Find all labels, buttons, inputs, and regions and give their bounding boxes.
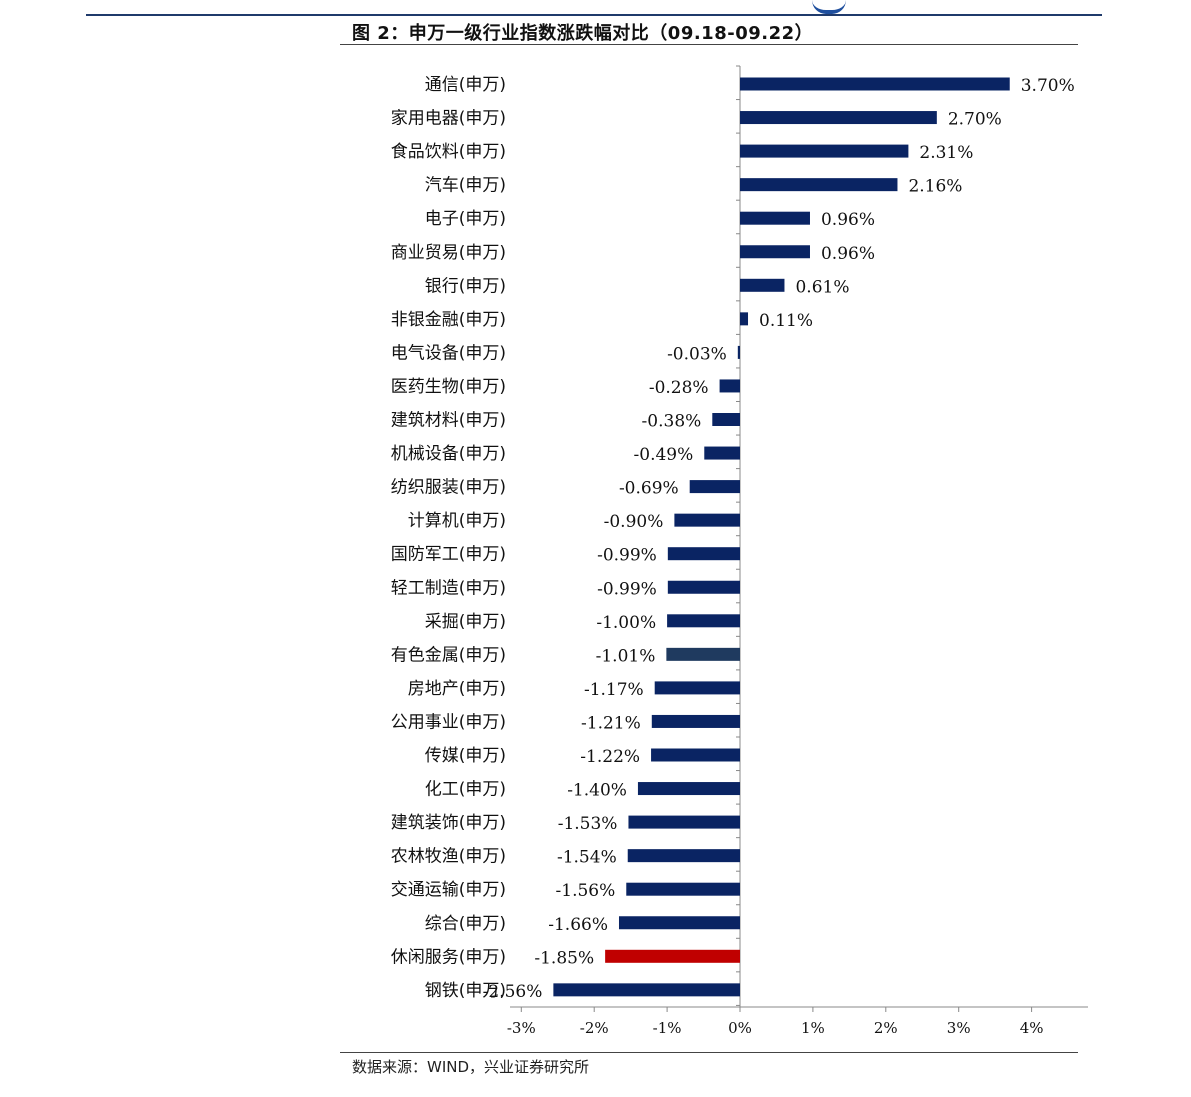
bar — [740, 111, 937, 125]
category-label: 商业贸易(申万) — [391, 243, 506, 263]
value-label: -0.69% — [619, 479, 679, 499]
category-label: 综合(申万) — [425, 914, 506, 934]
value-label: 0.11% — [759, 311, 813, 331]
company-logo-fragment — [812, 0, 846, 14]
bar — [667, 614, 740, 628]
value-label: -1.56% — [556, 881, 616, 901]
value-label: 3.70% — [1021, 76, 1075, 96]
bar — [651, 714, 740, 728]
bar — [654, 681, 740, 695]
x-tick-label: 2% — [874, 1019, 898, 1037]
category-label: 汽车(申万) — [425, 176, 506, 196]
category-label: 公用事业(申万) — [391, 712, 506, 732]
category-label: 化工(申万) — [425, 780, 506, 800]
bar — [740, 278, 785, 292]
category-label: 计算机(申万) — [408, 511, 506, 531]
x-tick-label: 1% — [801, 1019, 825, 1037]
value-label: -1.40% — [567, 781, 627, 801]
value-label: -1.01% — [596, 646, 656, 666]
value-label: -1.22% — [580, 747, 640, 767]
value-label: 2.16% — [908, 177, 962, 197]
value-label: 0.96% — [821, 244, 875, 264]
bar — [719, 379, 740, 393]
bar — [605, 949, 740, 963]
value-label: -1.54% — [557, 848, 617, 868]
bar — [628, 815, 740, 829]
category-label: 非银金融(申万) — [391, 310, 506, 330]
x-tick-label: -1% — [653, 1019, 682, 1037]
value-label: -0.49% — [634, 445, 694, 465]
value-label: -1.21% — [581, 713, 641, 733]
value-label: -0.38% — [642, 412, 702, 432]
category-label: 有色金属(申万) — [391, 645, 506, 665]
value-label: -0.99% — [597, 579, 657, 599]
category-label: 机械设备(申万) — [391, 444, 506, 464]
value-label: -0.99% — [597, 546, 657, 566]
category-label: 电子(申万) — [425, 209, 506, 229]
category-label: 国防军工(申万) — [391, 545, 506, 565]
source-divider — [340, 1052, 1078, 1053]
category-label: 房地产(申万) — [408, 679, 506, 699]
category-label: 农林牧渔(申万) — [391, 847, 506, 867]
category-label: 钢铁(申万) — [425, 981, 506, 1001]
title-divider — [340, 44, 1078, 45]
category-label: 采掘(申万) — [425, 612, 506, 632]
bar — [553, 983, 740, 997]
value-label: -1.66% — [548, 915, 608, 935]
category-label: 传媒(申万) — [425, 746, 506, 766]
source-note: 数据来源：WIND，兴业证券研究所 — [352, 1058, 590, 1076]
bar — [737, 345, 740, 359]
bar — [740, 144, 909, 158]
value-label: 0.96% — [821, 210, 875, 230]
category-label: 轻工制造(申万) — [391, 578, 506, 598]
category-label: 纺织服装(申万) — [391, 478, 506, 498]
category-label: 建筑材料(申万) — [391, 411, 506, 431]
bar — [618, 916, 740, 930]
value-label: -1.17% — [584, 680, 644, 700]
category-label: 医药生物(申万) — [391, 377, 506, 397]
value-label: -0.28% — [649, 378, 709, 398]
value-label: 2.31% — [919, 143, 973, 163]
category-label: 交通运输(申万) — [391, 880, 506, 900]
value-label: 0.61% — [795, 277, 849, 297]
x-tick-label: -2% — [580, 1019, 609, 1037]
bar — [651, 748, 740, 762]
category-label: 电气设备(申万) — [391, 343, 506, 363]
figure-title: 图 2：申万一级行业指数涨跌幅对比（09.18-09.22） — [352, 23, 814, 44]
category-label: 食品饮料(申万) — [391, 142, 506, 162]
bar — [740, 312, 749, 326]
bar — [667, 580, 740, 594]
value-label: -1.85% — [534, 948, 594, 968]
bar — [627, 849, 740, 863]
bar — [626, 882, 740, 896]
category-label: 银行(申万) — [425, 276, 506, 296]
header-rule — [86, 14, 1102, 16]
bar — [667, 547, 740, 561]
value-label: -0.90% — [604, 512, 664, 532]
bar — [704, 446, 740, 460]
bar — [740, 211, 810, 225]
bar — [637, 782, 740, 796]
bar — [674, 513, 740, 527]
value-label: -1.53% — [558, 814, 618, 834]
value-label: -0.03% — [667, 344, 727, 364]
value-label: -2.56% — [483, 982, 543, 1002]
bar — [712, 413, 740, 426]
x-tick-label: 3% — [947, 1019, 971, 1037]
bar — [689, 480, 740, 494]
bar — [740, 245, 810, 259]
category-label: 休闲服务(申万) — [391, 947, 506, 967]
x-tick-label: 4% — [1020, 1019, 1044, 1037]
bar — [740, 178, 898, 192]
value-label: -1.00% — [596, 613, 656, 633]
value-label: 2.70% — [948, 110, 1002, 130]
category-label: 通信(申万) — [425, 75, 506, 95]
x-tick-label: 0% — [728, 1019, 752, 1037]
bar — [666, 647, 740, 661]
category-label: 家用电器(申万) — [391, 109, 506, 129]
bar — [740, 77, 1010, 91]
category-label: 建筑装饰(申万) — [391, 813, 506, 833]
x-tick-label: -3% — [507, 1019, 536, 1037]
